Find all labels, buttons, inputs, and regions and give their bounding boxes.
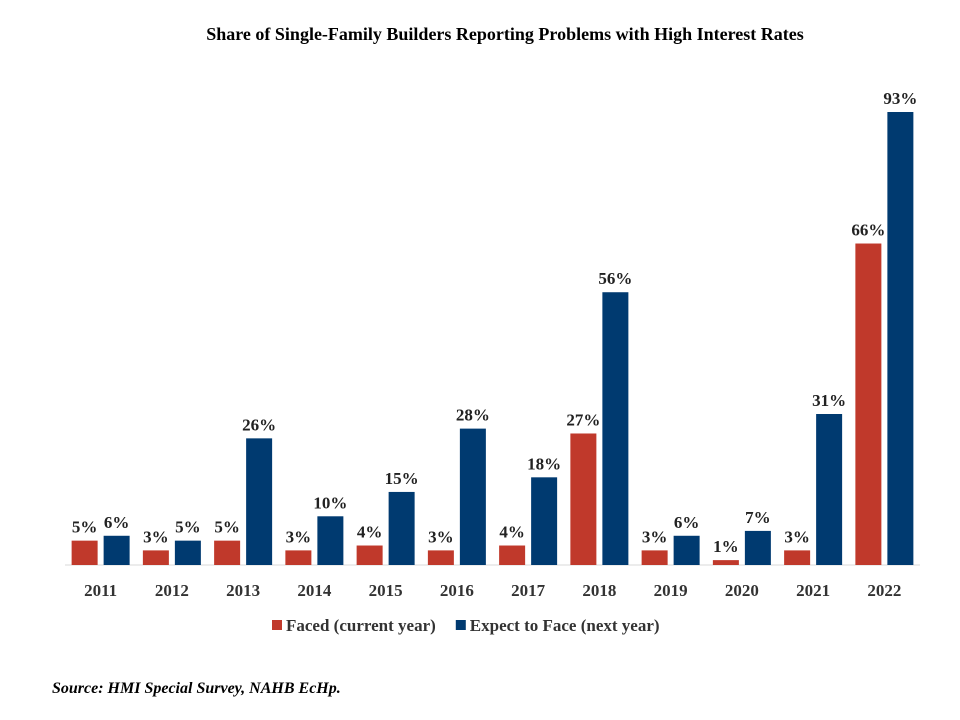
data-label-expect-2012: 5% bbox=[175, 518, 201, 537]
x-tick-label-2014: 2014 bbox=[297, 581, 332, 600]
data-label-faced-2011: 5% bbox=[72, 518, 98, 537]
legend-swatch-expect bbox=[455, 620, 466, 630]
legend-label-expect: Expect to Face (next year) bbox=[470, 616, 660, 635]
bar-faced-2016 bbox=[427, 550, 454, 565]
bar-faced-2020 bbox=[712, 560, 739, 565]
bar-expect-2021 bbox=[816, 414, 843, 565]
data-label-expect-2014: 10% bbox=[313, 493, 347, 512]
x-tick-label-2022: 2022 bbox=[867, 581, 901, 600]
data-label-expect-2021: 31% bbox=[812, 391, 846, 410]
x-tick-label-2016: 2016 bbox=[440, 581, 474, 600]
bar-faced-2014 bbox=[285, 550, 312, 565]
bar-expect-2012 bbox=[174, 540, 201, 565]
data-label-expect-2019: 6% bbox=[674, 513, 700, 532]
x-tick-label-2017: 2017 bbox=[511, 581, 546, 600]
bar-expect-2022 bbox=[887, 112, 914, 565]
bar-expect-2013 bbox=[246, 438, 273, 565]
bar-expect-2019 bbox=[673, 535, 700, 565]
data-label-expect-2016: 28% bbox=[456, 406, 490, 425]
data-label-faced-2014: 3% bbox=[286, 527, 312, 546]
data-label-faced-2016: 3% bbox=[428, 527, 454, 546]
data-label-expect-2017: 18% bbox=[527, 454, 561, 473]
data-label-faced-2020: 1% bbox=[713, 537, 739, 556]
x-tick-label-2018: 2018 bbox=[582, 581, 616, 600]
bar-expect-2015 bbox=[388, 491, 415, 565]
bar-faced-2017 bbox=[499, 545, 526, 565]
bar-faced-2018 bbox=[570, 433, 597, 565]
x-tick-label-2021: 2021 bbox=[796, 581, 830, 600]
plot-area: 5% 6%20113%5%20125%26%20133%10%20144%15%2… bbox=[65, 89, 920, 600]
data-label-faced-2021: 3% bbox=[784, 527, 810, 546]
data-label-expect-2020: 7% bbox=[745, 508, 771, 527]
bar-expect-2016 bbox=[459, 428, 486, 565]
data-label-faced-2013: 5% bbox=[214, 518, 240, 537]
bar-faced-2022 bbox=[855, 243, 882, 566]
bar-faced-2019 bbox=[641, 550, 668, 565]
data-label-expect-2022: 93% bbox=[883, 89, 917, 108]
bar-faced-2021 bbox=[784, 550, 811, 565]
data-label-faced-2015: 4% bbox=[357, 523, 383, 542]
data-label-faced-2017: 4% bbox=[499, 523, 525, 542]
bar-expect-2017 bbox=[531, 477, 558, 565]
x-tick-label-2020: 2020 bbox=[725, 581, 759, 600]
x-tick-label-2019: 2019 bbox=[654, 581, 688, 600]
bar-expect-2011 bbox=[103, 535, 130, 565]
data-label-faced-2018: 27% bbox=[566, 410, 600, 429]
data-label-faced-2012: 3% bbox=[143, 527, 169, 546]
bar-faced-2013 bbox=[214, 540, 241, 565]
bar-expect-2020 bbox=[744, 530, 771, 565]
data-label-faced-2022: 66% bbox=[851, 221, 885, 240]
bar-faced-2015 bbox=[356, 545, 383, 565]
bar-faced-2011 bbox=[71, 540, 98, 565]
data-label-faced-2019: 3% bbox=[642, 527, 668, 546]
x-tick-label-2012: 2012 bbox=[155, 581, 189, 600]
data-label-expect-2015: 15% bbox=[385, 469, 419, 488]
chart-title: Share of Single-Family Builders Reportin… bbox=[206, 24, 804, 44]
x-tick-label-2013: 2013 bbox=[226, 581, 260, 600]
x-tick-label-2011: 2011 bbox=[84, 581, 117, 600]
bar-faced-2012 bbox=[142, 550, 169, 565]
legend: Faced (current year) Expect to Face (next… bbox=[272, 616, 660, 635]
data-label-expect-2011: 6% bbox=[104, 513, 130, 532]
source-note: Source: HMI Special Survey, NAHB EcHp. bbox=[52, 680, 341, 697]
x-tick-label-2015: 2015 bbox=[369, 581, 403, 600]
legend-swatch-faced bbox=[272, 620, 282, 630]
legend-label-faced: Faced (current year) bbox=[286, 616, 436, 635]
bar-expect-2014 bbox=[317, 516, 344, 565]
bar-expect-2018 bbox=[602, 292, 629, 565]
data-label-expect-2013: 26% bbox=[242, 415, 276, 434]
data-label-expect-2018: 56% bbox=[598, 269, 632, 288]
